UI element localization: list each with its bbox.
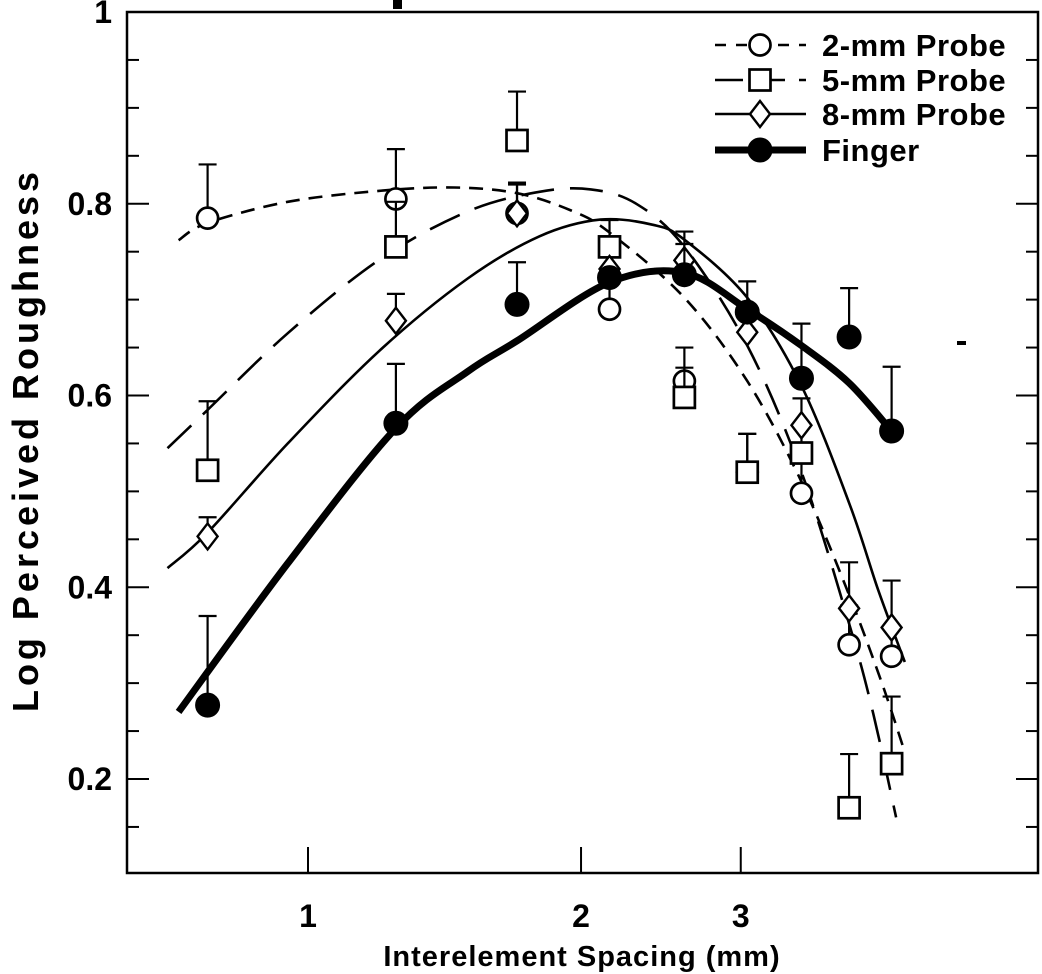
marker-open-square (789, 441, 814, 465)
legend-item-8-mm-probe: 8-mm Probe (715, 97, 1006, 132)
fit-curve-2-mm-probe (177, 186, 907, 753)
y-tick-label-1: 1 (94, 0, 112, 30)
marker-open-circle (597, 297, 622, 322)
series-2-mm-probe (195, 148, 904, 669)
legend-marker-5-mm-probe (748, 68, 772, 92)
data-points-layer (195, 90, 905, 820)
x-axis-title: Interelement Spacing (mm) (383, 941, 780, 973)
marker-open-diamond (505, 198, 529, 229)
marker-open-circle (879, 644, 904, 669)
x-tick-label-1: 1 (299, 898, 317, 934)
scan-artifacts (393, 0, 966, 345)
marker-filled-circle (788, 365, 814, 391)
y-axis-title: Log Perceived Roughness (5, 168, 46, 712)
legend-label-finger: Finger (822, 133, 920, 168)
marker-open-circle (195, 206, 220, 230)
marker-filled-circle (879, 418, 905, 444)
legend-item-5-mm-probe: 5-mm Probe (715, 63, 1006, 98)
marker-open-square (672, 385, 697, 410)
marker-open-circle (837, 632, 861, 657)
marker-open-diamond (735, 317, 759, 348)
marker-open-square (837, 795, 861, 820)
series-8-mm-probe (196, 181, 904, 643)
y-tick-label-0.4: 0.4 (68, 569, 113, 605)
legend-marker-finger (747, 137, 773, 163)
marker-open-diamond (384, 305, 408, 336)
marker-open-square (735, 460, 760, 485)
legend-label-2-mm-probe: 2-mm Probe (822, 28, 1006, 63)
scan-artifact (393, 0, 402, 9)
marker-filled-circle (836, 324, 862, 350)
marker-open-square (384, 235, 408, 259)
marker-open-diamond (196, 521, 220, 552)
marker-filled-circle (504, 291, 530, 317)
y-tick-label-0.8: 0.8 (68, 186, 112, 222)
marker-open-square (195, 458, 220, 483)
marker-open-diamond (789, 410, 813, 441)
y-tick-label-0.6: 0.6 (68, 378, 112, 414)
marker-open-circle (789, 481, 814, 506)
legend-marker-2-mm-probe (748, 33, 772, 57)
marker-filled-circle (597, 265, 623, 291)
series-finger (195, 230, 905, 718)
marker-filled-circle (383, 410, 409, 436)
legend-item-finger: Finger (715, 133, 920, 168)
axes-layer: 1 0.8 0.6 0.4 0.2 1 2 3 (68, 0, 1040, 934)
marker-open-diamond (880, 612, 904, 643)
x-tick-label-3: 3 (732, 898, 750, 934)
legend-marker-8-mm-probe (748, 99, 772, 129)
marker-filled-circle (195, 692, 221, 718)
fit-curve-8-mm-probe (166, 217, 907, 663)
x-tick-label-2: 2 (572, 898, 590, 934)
marker-filled-circle (671, 262, 697, 288)
marker-open-square (505, 128, 529, 153)
legend-item-2-mm-probe: 2-mm Probe (715, 28, 1006, 63)
series-5-mm-probe (195, 90, 904, 820)
y-tick-label-0.2: 0.2 (68, 761, 112, 797)
fit-curve-5-mm-probe (166, 187, 898, 818)
scan-artifact (957, 341, 966, 345)
marker-filled-circle (734, 299, 760, 325)
marker-open-diamond (837, 593, 861, 624)
legend-label-8-mm-probe: 8-mm Probe (822, 97, 1006, 132)
marker-open-square (879, 751, 904, 776)
legend-label-5-mm-probe: 5-mm Probe (822, 63, 1006, 98)
